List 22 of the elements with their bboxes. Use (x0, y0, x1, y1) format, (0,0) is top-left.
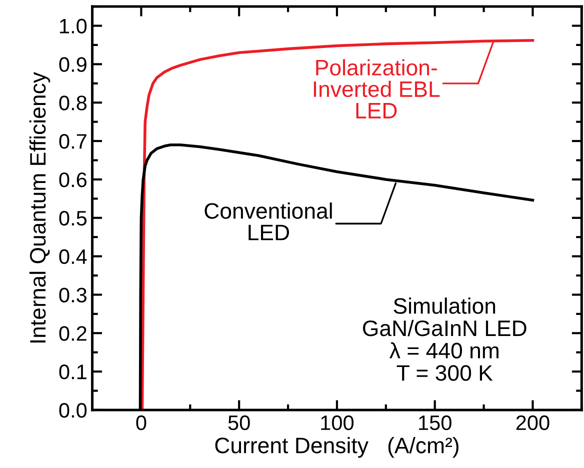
annotation: Simulation GaN/GaInN LED λ = 440 nm T = 300 K (363, 298, 526, 381)
y-tick-label: 0.0 (59, 402, 87, 418)
y-tick-label: 0.5 (59, 210, 87, 226)
y-tick-label: 0.6 (59, 172, 86, 188)
y-tick-label: 1.0 (60, 18, 87, 34)
x-axis-title: Current Density (A/cm²) (215, 437, 458, 458)
x-tick-label: 0 (136, 415, 146, 430)
annotation: Conventional LED (204, 202, 332, 240)
x-tick-label: 100 (321, 415, 354, 430)
x-tick-label: 200 (516, 415, 550, 430)
y-axis-title: Internal Quantum Efficiency (29, 72, 50, 342)
y-tick-label: 0.3 (59, 288, 86, 302)
y-tick-label: 0.1 (59, 364, 86, 380)
x-tick-label: 150 (419, 415, 452, 430)
y-tick-label: 0.8 (59, 96, 87, 110)
x-tick-label: 50 (228, 415, 250, 430)
annotation: Polarization- Inverted EBL LED (314, 59, 440, 118)
y-tick-label: 0.2 (59, 326, 86, 341)
y-tick-label: 0.7 (59, 134, 86, 149)
y-tick-label: 0.9 (59, 57, 86, 72)
y-tick-label: 0.4 (59, 249, 87, 264)
line-series (140, 38, 534, 410)
